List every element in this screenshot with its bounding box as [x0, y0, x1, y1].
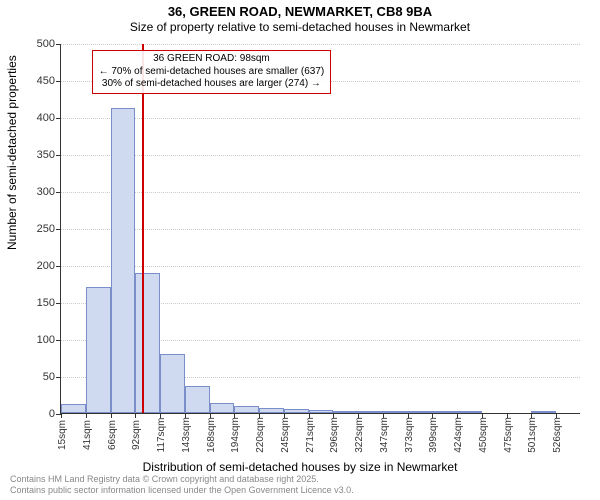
- xtick-mark: [135, 413, 136, 418]
- annotation-line-3: 30% of semi-detached houses are larger (…: [99, 78, 325, 91]
- xtick-label: 450sqm: [478, 417, 489, 453]
- ytick-label: 50: [43, 371, 55, 383]
- xtick-label: 399sqm: [428, 417, 439, 453]
- chart-subtitle: Size of property relative to semi-detach…: [0, 20, 600, 34]
- title-block: 36, GREEN ROAD, NEWMARKET, CB8 9BA Size …: [0, 4, 600, 34]
- ytick-label: 150: [37, 297, 55, 309]
- ytick-mark: [56, 340, 61, 341]
- xtick-label: 245sqm: [280, 417, 291, 453]
- xtick-label: 475sqm: [503, 417, 514, 453]
- ytick-mark: [56, 303, 61, 304]
- annotation-line-1: 36 GREEN ROAD: 98sqm: [99, 53, 325, 66]
- ytick-mark: [56, 118, 61, 119]
- ytick-mark: [56, 266, 61, 267]
- ytick-mark: [56, 81, 61, 82]
- annotation-box: 36 GREEN ROAD: 98sqm← 70% of semi-detach…: [92, 50, 332, 94]
- histogram-bar: [259, 408, 284, 413]
- ytick-label: 500: [37, 38, 55, 50]
- xtick-label: 66sqm: [107, 420, 118, 450]
- footer-line-1: Contains HM Land Registry data © Crown c…: [10, 474, 354, 485]
- histogram-bar: [333, 411, 358, 413]
- plot-area: 05010015020025030035040045050015sqm41sqm…: [60, 44, 580, 414]
- ytick-label: 200: [37, 260, 55, 272]
- ytick-mark: [56, 155, 61, 156]
- chart-title: 36, GREEN ROAD, NEWMARKET, CB8 9BA: [0, 4, 600, 19]
- xtick-label: 373sqm: [404, 417, 415, 453]
- histogram-bar: [383, 411, 408, 413]
- histogram-bar: [531, 411, 556, 413]
- chart-container: 36, GREEN ROAD, NEWMARKET, CB8 9BA Size …: [0, 0, 600, 500]
- xtick-label: 41sqm: [82, 420, 93, 450]
- footer-line-2: Contains public sector information licen…: [10, 485, 354, 496]
- histogram-bar: [457, 411, 482, 413]
- ytick-label: 0: [49, 408, 55, 420]
- gridline: [61, 118, 580, 119]
- histogram-bar: [210, 403, 235, 413]
- gridline: [61, 229, 580, 230]
- histogram-bar: [234, 406, 259, 413]
- ytick-label: 400: [37, 112, 55, 124]
- histogram-bar: [358, 411, 383, 413]
- histogram-bar: [160, 354, 185, 413]
- histogram-bar: [432, 411, 457, 413]
- xtick-label: 143sqm: [181, 417, 192, 453]
- ytick-label: 450: [37, 75, 55, 87]
- histogram-bar: [408, 411, 433, 413]
- xtick-mark: [111, 413, 112, 418]
- histogram-bar: [135, 273, 160, 413]
- xtick-label: 194sqm: [230, 417, 241, 453]
- gridline: [61, 266, 580, 267]
- xtick-label: 168sqm: [206, 417, 217, 453]
- xtick-label: 322sqm: [354, 417, 365, 453]
- xtick-mark: [86, 413, 87, 418]
- annotation-line-2: ← 70% of semi-detached houses are smalle…: [99, 66, 325, 79]
- xtick-label: 220sqm: [255, 417, 266, 453]
- xtick-label: 92sqm: [131, 420, 142, 450]
- ytick-label: 300: [37, 186, 55, 198]
- footer: Contains HM Land Registry data © Crown c…: [10, 474, 354, 496]
- histogram-bar: [309, 410, 334, 413]
- marker-line: [142, 44, 144, 413]
- xtick-label: 347sqm: [379, 417, 390, 453]
- xtick-label: 117sqm: [156, 418, 167, 453]
- ytick-mark: [56, 44, 61, 45]
- histogram-bar: [185, 386, 210, 413]
- histogram-bar: [86, 287, 111, 413]
- ytick-mark: [56, 192, 61, 193]
- xtick-label: 424sqm: [453, 417, 464, 453]
- xtick-label: 501sqm: [527, 417, 538, 453]
- gridline: [61, 44, 580, 45]
- histogram-bar: [61, 404, 86, 413]
- ytick-label: 100: [37, 334, 55, 346]
- histogram-bar: [284, 409, 309, 413]
- ytick-label: 250: [37, 223, 55, 235]
- ytick-label: 350: [37, 149, 55, 161]
- xtick-label: 296sqm: [329, 417, 340, 453]
- ytick-mark: [56, 229, 61, 230]
- xtick-label: 526sqm: [552, 417, 563, 453]
- xtick-label: 15sqm: [57, 420, 68, 450]
- xtick-label: 271sqm: [305, 417, 316, 453]
- ytick-mark: [56, 377, 61, 378]
- xtick-mark: [61, 413, 62, 418]
- y-axis-label: Number of semi-detached properties: [5, 55, 19, 250]
- histogram-bar: [111, 108, 136, 413]
- x-axis-label: Distribution of semi-detached houses by …: [0, 460, 600, 474]
- gridline: [61, 192, 580, 193]
- gridline: [61, 155, 580, 156]
